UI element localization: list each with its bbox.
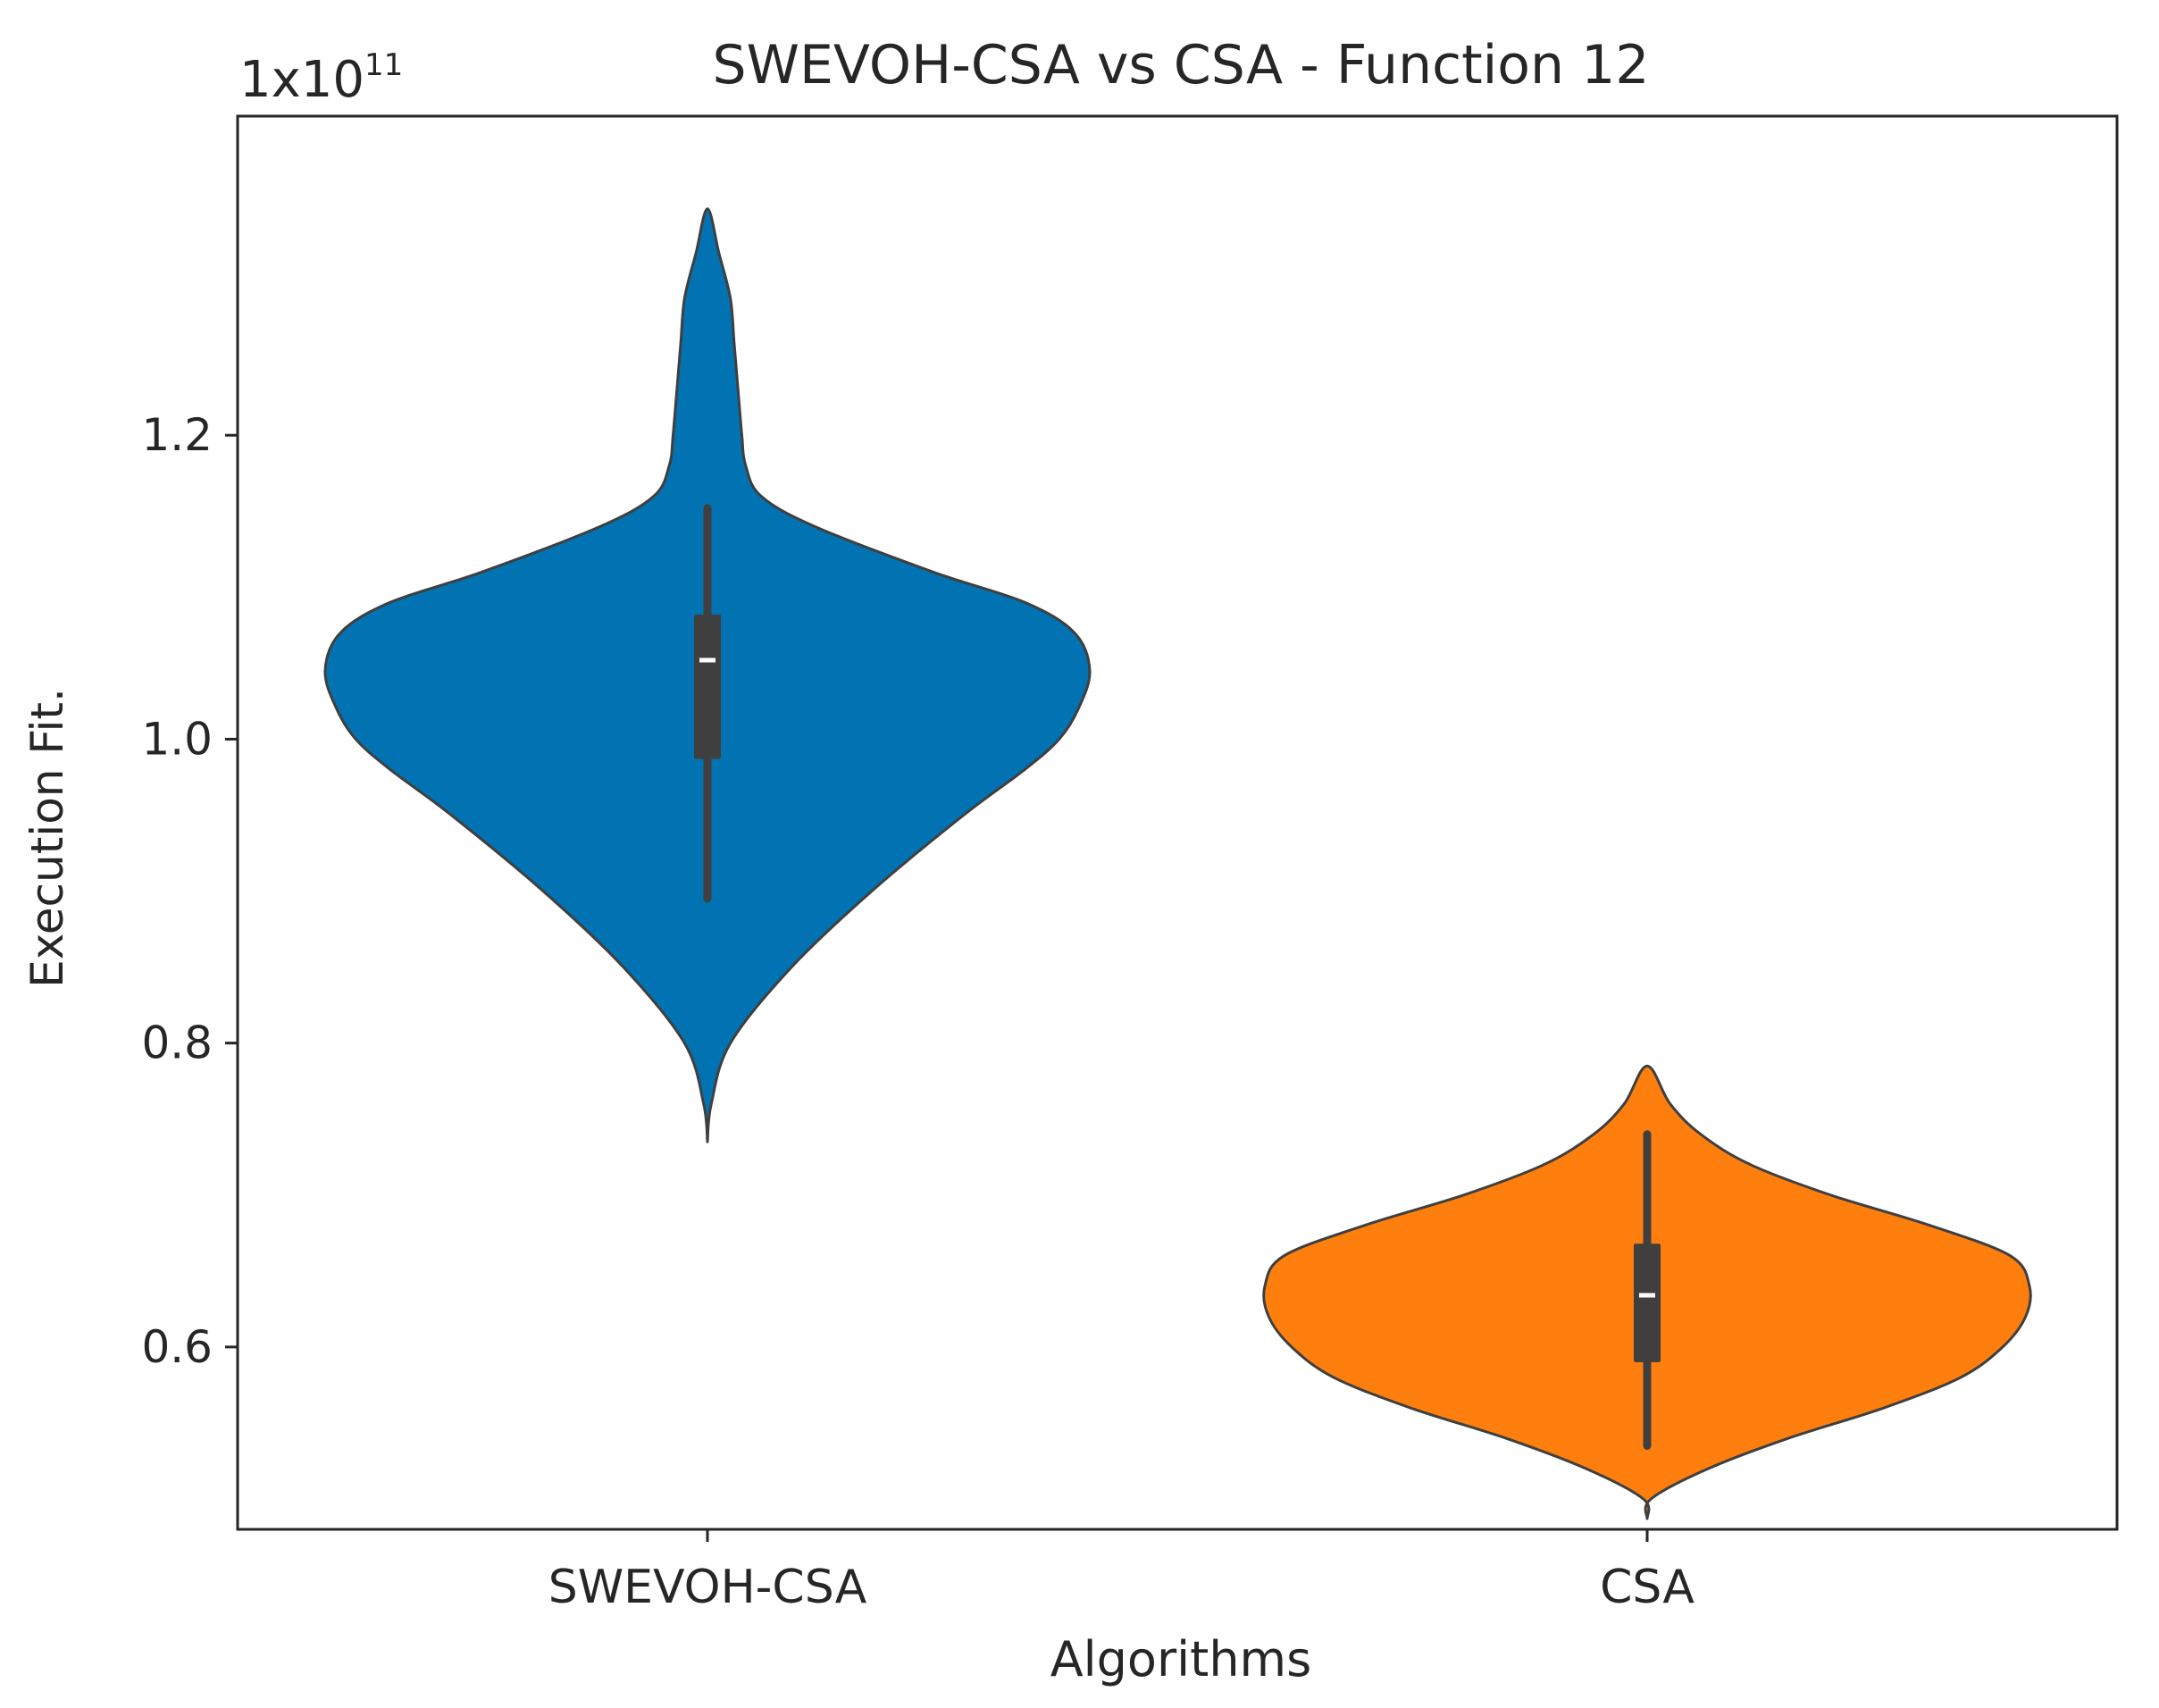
y-axis: 0.6 0.8 1.0 1.2 <box>141 409 238 1373</box>
x-axis: SWEVOH-CSA CSA <box>548 1529 1695 1614</box>
y-axis-label: Execution Fit. <box>21 688 73 988</box>
plot-frame <box>236 114 2119 1531</box>
y-scale-label: 1x1011 <box>239 47 403 109</box>
x-tick-label: SWEVOH-CSA <box>548 1561 867 1614</box>
iqr-box-csa <box>1634 1243 1661 1362</box>
x-axis-label: Algorithms <box>1050 1631 1312 1687</box>
iqr-box-swevoh-csa <box>694 614 721 759</box>
chart-title: SWEVOH-CSA vs CSA - Function 12 <box>713 34 1650 96</box>
y-tick-label: 1.0 <box>141 713 213 765</box>
y-tick-label: 1.2 <box>141 409 213 461</box>
x-tick-label: CSA <box>1600 1561 1695 1614</box>
y-tick-label: 0.8 <box>141 1017 213 1069</box>
boxes-layer <box>694 504 1661 1450</box>
y-tick-label: 0.6 <box>141 1321 213 1373</box>
